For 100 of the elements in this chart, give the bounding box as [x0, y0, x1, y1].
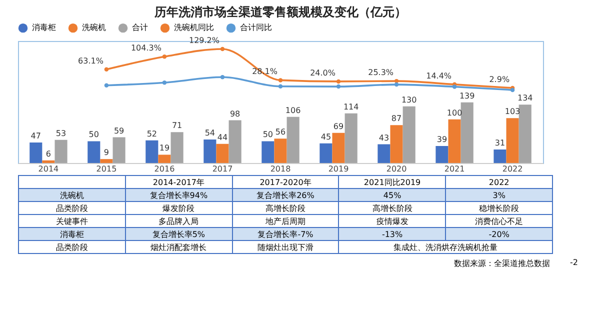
- bar: [402, 106, 416, 163]
- point: [162, 54, 167, 59]
- data-label: 59: [114, 126, 124, 136]
- bar: [518, 104, 532, 163]
- point: [278, 78, 283, 82]
- text: 消费信心不足: [446, 214, 552, 228]
- data-label: 52: [146, 129, 158, 138]
- text: -13%: [338, 228, 446, 240]
- bar: [204, 139, 216, 163]
- text: 3%: [446, 188, 552, 202]
- text: 品类阶段: [18, 202, 126, 214]
- data-label: 31: [494, 138, 506, 148]
- data-label: 130: [401, 95, 417, 104]
- data-label: 100: [446, 108, 462, 118]
- text: 高增长阶段: [338, 202, 446, 214]
- bar: [332, 132, 345, 163]
- bar: [30, 142, 42, 163]
- text: 烟灶消配套增长: [125, 240, 232, 254]
- x-tick-label: 2022: [502, 164, 523, 174]
- legend-label: 合计: [132, 23, 148, 32]
- text: 高增长阶段: [232, 202, 339, 214]
- bar: [88, 141, 100, 163]
- legend-label: 洗碗机: [82, 23, 106, 32]
- data-label: 103: [504, 107, 520, 116]
- legend-label: 洗碗机同比: [174, 23, 214, 32]
- data-label: 69: [333, 122, 344, 131]
- bar: [42, 160, 55, 163]
- text: 复合增长率-7%: [232, 228, 339, 240]
- text: 关键事件: [18, 214, 126, 228]
- bar: [170, 132, 184, 163]
- data-label: 139: [459, 91, 475, 100]
- bar: [344, 113, 358, 163]
- bar: [494, 149, 506, 163]
- bar: [320, 143, 332, 163]
- point: [104, 67, 109, 72]
- point: [220, 75, 225, 80]
- point: [336, 84, 341, 89]
- text: 随烟灶出现下滑: [232, 240, 339, 254]
- data-label: 6: [46, 149, 52, 158]
- bar: [506, 118, 519, 163]
- text: 复合增长率26%: [232, 188, 339, 202]
- bar: [448, 119, 461, 163]
- point: [220, 46, 225, 52]
- text: 多品牌入局: [125, 214, 232, 228]
- legend-label: 合计同比: [240, 23, 272, 32]
- data-label: 50: [262, 130, 274, 140]
- data-label: 56: [275, 128, 286, 137]
- text: 复合增长率5%: [125, 228, 232, 240]
- text: 2022: [446, 176, 552, 188]
- data-label: 50: [88, 130, 99, 140]
- x-tick-label: 2014: [38, 164, 59, 174]
- bar: [100, 159, 113, 163]
- text: 品类阶段: [18, 240, 126, 254]
- text: 消毒柜: [18, 228, 126, 240]
- point: [104, 83, 109, 88]
- bar: [112, 137, 126, 163]
- point: [278, 84, 283, 88]
- data-label: 71: [172, 121, 182, 130]
- data-label: 24.0%: [310, 68, 336, 78]
- text: 集成灶、洗消烘存洗碗机抢量: [338, 240, 552, 254]
- x-tick-label: 2021: [444, 164, 465, 174]
- text: 洗碗机: [18, 188, 126, 202]
- data-label: 43: [378, 133, 390, 142]
- legend-label: 消毒柜: [32, 23, 56, 32]
- data-label: 44: [217, 132, 228, 142]
- x-tick-label: 2017: [212, 164, 233, 174]
- text: 复合增长率94%: [125, 188, 232, 202]
- data-label: 129.2%: [188, 36, 220, 45]
- data-label: 53: [56, 128, 66, 138]
- data-label: 14.4%: [426, 71, 452, 80]
- point: [162, 80, 167, 85]
- text: -2: [570, 258, 578, 267]
- point: [336, 79, 341, 84]
- data-label: 104.3%: [130, 44, 162, 53]
- bar: [436, 146, 448, 163]
- data-label: 2.9%: [489, 74, 510, 84]
- data-label: 87: [391, 114, 402, 124]
- bar: [54, 140, 68, 163]
- data-label: 25.3%: [368, 68, 394, 78]
- data-label: 19: [159, 144, 170, 153]
- data-label: 9: [104, 148, 110, 158]
- data-label: 114: [343, 102, 359, 112]
- text: 2017-2020年: [232, 176, 339, 188]
- text: -20%: [446, 228, 552, 240]
- bar: [146, 140, 158, 163]
- data-label: 39: [436, 135, 448, 144]
- bar: [274, 138, 287, 163]
- source-note: 数据来源：全渠道推总数据: [454, 258, 550, 269]
- data-label: 45: [320, 132, 332, 142]
- data-label: 47: [30, 132, 41, 141]
- data-label: 54: [204, 128, 216, 138]
- data-label: 98: [230, 109, 240, 118]
- text: 2021同比2019: [338, 176, 446, 188]
- text: 疫情爆发: [338, 214, 446, 228]
- point: [394, 82, 399, 87]
- bar: [286, 116, 300, 163]
- data-label: 106: [285, 106, 301, 115]
- bar: [378, 144, 390, 163]
- text: 地产后周期: [232, 214, 339, 228]
- point: [452, 84, 457, 89]
